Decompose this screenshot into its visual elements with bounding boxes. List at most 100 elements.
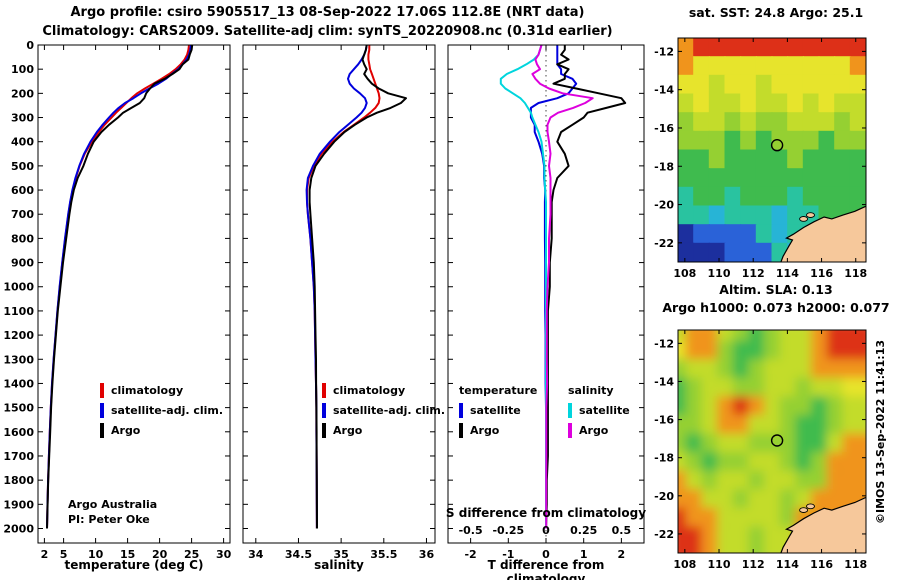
legend-item-argo: Argo — [568, 420, 630, 440]
legend-label: Argo — [111, 423, 141, 437]
latitude-tick-label: -16 — [654, 414, 674, 427]
legend-group-title: salinity — [568, 383, 614, 397]
x-tick-label: 25 — [184, 548, 199, 561]
profile-location-marker — [770, 434, 784, 447]
figure-title-line2: Climatology: CARS2009. Satellite-adj cli… — [42, 24, 613, 39]
longitude-tick-label: 110 — [708, 558, 731, 571]
australia-landmass — [780, 496, 866, 553]
legend-item-satellite-adj-clim: satellite-adj. clim. — [100, 400, 223, 420]
sla-map-title: Altim. SLA: 0.13 — [719, 282, 833, 297]
sla-map-subtitle: Argo h1000: 0.073 h2000: 0.077 — [662, 300, 890, 315]
x-tick-label: 35 — [333, 548, 348, 561]
legend-item-climatology: climatology — [322, 380, 445, 400]
temperature-argo-line — [545, 45, 627, 529]
climatology-line-swatch — [322, 382, 326, 398]
depth-tick-label: 0 — [26, 39, 34, 52]
legend-label: Argo — [579, 423, 609, 437]
latitude-tick-label: -20 — [654, 199, 674, 212]
legend-item-argo: Argo — [100, 420, 223, 440]
t-difference-axis-label: T difference from climatology — [487, 558, 605, 580]
legend-label: Argo — [470, 423, 500, 437]
x-tick-label: 20 — [152, 548, 168, 561]
s-difference-tick-label: 0.25 — [570, 524, 597, 537]
longitude-tick-label: 112 — [742, 558, 765, 571]
x-tick-label: 15 — [120, 548, 135, 561]
legend-item-satellite-adj-clim: satellite-adj. clim. — [322, 400, 445, 420]
axes-box — [677, 37, 867, 263]
salinity-argo-line — [531, 44, 594, 529]
depth-tick-label: 1300 — [3, 353, 34, 366]
latitude-tick-label: -14 — [654, 375, 674, 388]
legend-item-satellite: satellite — [568, 400, 630, 420]
depth-tick-label: 1200 — [3, 329, 34, 342]
sla_map-panel: 108 110 112 114 116 118 -12 -14 -16 -18 -20 -22 — [654, 329, 867, 571]
longitude-tick-label: 108 — [673, 558, 696, 571]
legend-label: satellite-adj. clim. — [333, 403, 446, 417]
depth-tick-label: 2000 — [3, 522, 34, 535]
latitude-tick-label: -20 — [654, 490, 674, 503]
t-satellite-line-swatch — [459, 402, 463, 418]
longitude-tick-label: 116 — [810, 267, 833, 280]
salinity-panel-legend: climatology satellite-adj. clim. Argo — [322, 380, 445, 440]
island — [799, 216, 809, 222]
s-difference-tick-label: 0 — [542, 524, 550, 537]
axes-box — [242, 44, 436, 544]
depth-tick-label: 1900 — [3, 498, 34, 511]
s-difference-tick-label: 0.5 — [612, 524, 632, 537]
latitude-tick-label: -18 — [654, 452, 674, 465]
legend-label: climatology — [111, 383, 184, 397]
depth-tick-label: 1800 — [3, 474, 34, 487]
salinity_profile-panel: 34 34.5 35 35.5 36 — [242, 44, 436, 561]
pi-note: PI: Peter Oke — [68, 513, 150, 526]
legend-label: satellite — [579, 403, 630, 417]
latitude-tick-label: -22 — [654, 528, 674, 541]
sst-map-title: sat. SST: 24.8 Argo: 25.1 — [688, 5, 864, 20]
figure-title-line1: Argo profile: csiro 5905517_13 08-Sep-20… — [70, 5, 585, 20]
legend-label: Argo — [333, 423, 363, 437]
argo-line-swatch — [100, 422, 104, 438]
longitude-tick-label: 118 — [844, 267, 867, 280]
x-tick-label: 35.5 — [370, 548, 397, 561]
depth-tick-label: 1400 — [3, 377, 34, 390]
x-tick-label: 5 — [60, 548, 68, 561]
x-tick-label: 2 — [41, 548, 49, 561]
t-difference-legend: temperature satellite Argo — [459, 380, 537, 440]
longitude-tick-label: 114 — [776, 267, 799, 280]
latitude-tick-label: -12 — [654, 337, 674, 350]
s-difference-legend: salinity satellite Argo — [568, 380, 630, 440]
legend-label: satellite-adj. clim. — [111, 403, 224, 417]
salinity-satellite-line — [499, 44, 547, 529]
x-tick-label: 0 — [542, 548, 550, 561]
difference_profile-panel: -2 -1 0 1 2 S difference from climatology -0.5… — [446, 44, 646, 561]
longitude-tick-label: 114 — [776, 558, 799, 571]
depth-tick-label: 1100 — [3, 305, 34, 318]
legend-item-satellite: satellite — [459, 400, 537, 420]
longitude-tick-label: 108 — [673, 267, 696, 280]
legend-item-argo: Argo — [322, 420, 445, 440]
legend-item-argo: Argo — [459, 420, 537, 440]
climatology-line-swatch — [100, 382, 104, 398]
argo-australia-note: Argo Australia — [68, 498, 158, 511]
satellite-adj-clim-line-swatch — [100, 402, 104, 418]
sst_map-panel: 108 110 112 114 116 118 -12 -14 -16 -18 -20 -22 — [654, 37, 867, 280]
profile-location-marker — [770, 138, 784, 152]
temperature_profile-panel: 2 5 10 15 20 25 300100200300400500600700800900… — [3, 39, 231, 561]
s-argo-line-swatch — [568, 422, 572, 438]
latitude-tick-label: -12 — [654, 45, 674, 58]
imos-copyright: ©IMOS 13-Sep-2022 11:41:13 — [874, 339, 887, 524]
latitude-tick-label: -16 — [654, 122, 674, 135]
depth-tick-label: 300 — [11, 112, 34, 125]
depth-tick-label: 400 — [11, 136, 34, 149]
legend-item-climatology: climatology — [100, 380, 223, 400]
x-tick-label: 30 — [216, 548, 232, 561]
x-tick-label: -2 — [464, 548, 476, 561]
depth-tick-label: 800 — [11, 232, 34, 245]
x-tick-label: 10 — [88, 548, 104, 561]
depth-tick-label: 1000 — [3, 281, 34, 294]
depth-tick-label: 1700 — [3, 450, 34, 463]
satellite-adj-clim-line-swatch — [322, 402, 326, 418]
latitude-tick-label: -18 — [654, 160, 674, 173]
australia-landmass — [780, 205, 866, 262]
t-argo-line-swatch — [459, 422, 463, 438]
